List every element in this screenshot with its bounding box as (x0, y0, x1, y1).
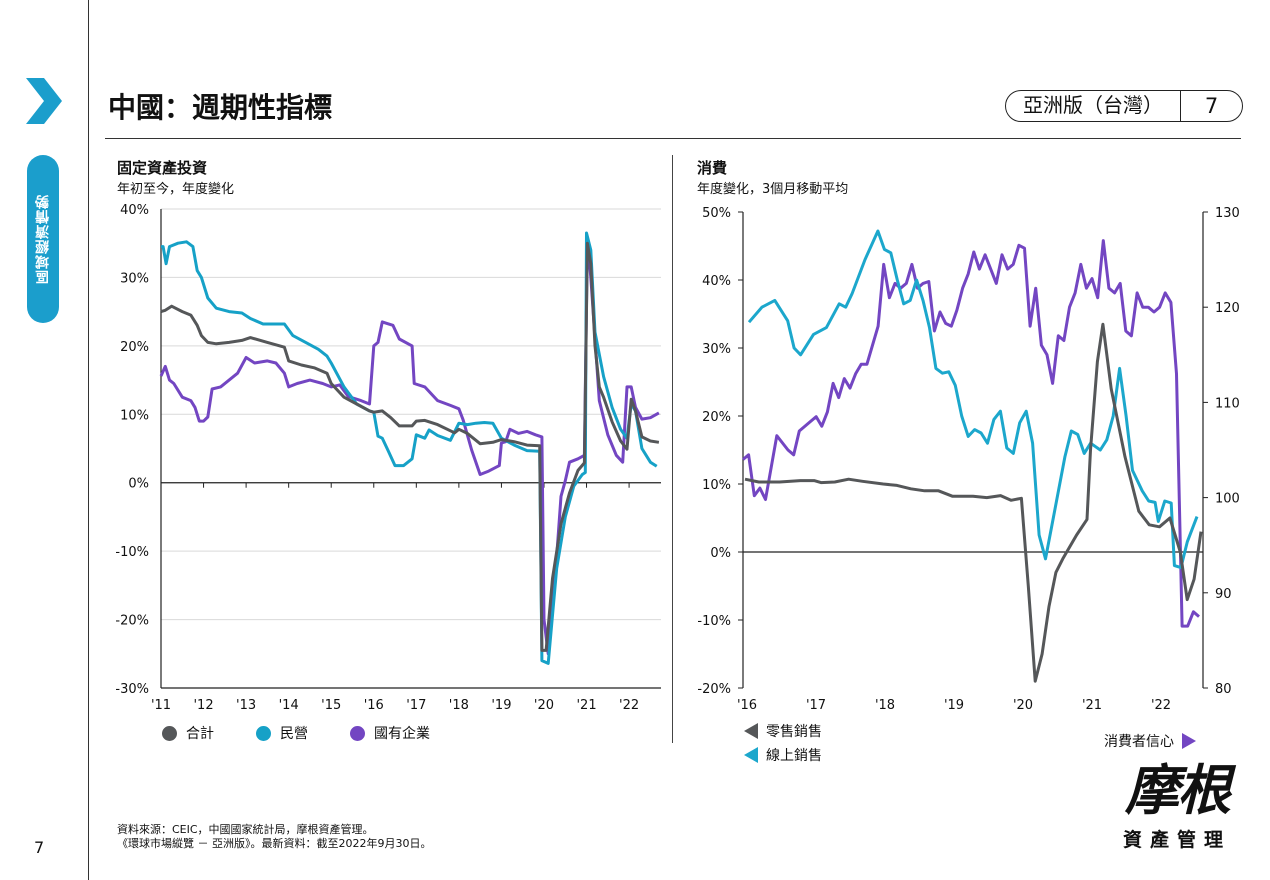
fixed-asset-investment-chart: 40% 30% 20% 10% 0% -10% -20% -30%'11 '12 '13 '14 '1… (115, 203, 661, 713)
left-chart-legend: 合計 民營 國有企業 (162, 723, 472, 743)
x-tick-label: '22 (619, 698, 639, 713)
series-line-total (160, 241, 660, 652)
legend-label-retail: 零售銷售 (766, 724, 822, 740)
legend-label-private: 民營 (280, 726, 308, 742)
x-tick-label: '16 (737, 698, 757, 713)
header-divider (105, 138, 1241, 139)
legend-label-confidence: 消費者信心 (1104, 734, 1174, 750)
footnote-source: 資料來源：CEIC，中國國家統計局，摩根資產管理。 (117, 823, 374, 836)
y-right-tick-label: 90 (1215, 587, 1232, 602)
legend-dot-soe (350, 725, 365, 741)
right-chart-title: 消費 (697, 159, 728, 177)
y-right-tick-label: 130 (1215, 206, 1240, 221)
y-tick-label: -30% (115, 682, 149, 697)
right-chart-subtitle: 年度變化，3個月移動平均 (697, 182, 849, 197)
logo-main-text: 摩根 (1125, 758, 1231, 822)
triangle-right-icon (1182, 733, 1196, 749)
footnote-guide: 《環球市場縱覽 － 亞洲版》。最新資料：截至2022年9月30日。 (117, 837, 432, 850)
x-tick-label: '18 (449, 698, 469, 713)
legend-item-private: 民營 (256, 723, 308, 743)
section-tab[interactable]: 區域經濟情勢 (27, 155, 59, 323)
y-right-tick-label: 100 (1215, 492, 1240, 507)
x-tick-label: '18 (875, 698, 895, 713)
left-chart-title: 固定資產投資 (117, 159, 208, 177)
y-tick-label: -20% (115, 614, 149, 629)
y-tick-label: 40% (120, 203, 149, 218)
y-tick-label: -20% (697, 682, 731, 697)
y-tick-label: 40% (702, 274, 731, 289)
consumption-chart: 50% 40% 30% 20% 10% 0% -10% -20% 130 120 110 100 90 8… (697, 206, 1240, 713)
y-right-tick-label: 120 (1215, 301, 1240, 316)
x-tick-label: '19 (491, 698, 511, 713)
sidebar-divider (88, 0, 89, 880)
footnote: 資料來源：CEIC，中國國家統計局，摩根資產管理。 《環球市場縱覽 － 亞洲版》… (117, 823, 431, 851)
edition-label: 亞洲版（台灣） (1006, 90, 1181, 122)
x-tick-label: '20 (1013, 698, 1033, 713)
edition-badge: 亞洲版（台灣） 7 (1005, 90, 1243, 122)
y-tick-label: -10% (115, 545, 149, 560)
y-tick-label: 20% (702, 410, 731, 425)
x-tick-label: '15 (321, 698, 341, 713)
section-tab-label: 區域經濟情勢 (35, 194, 51, 284)
y-tick-label: -10% (697, 614, 731, 629)
legend-label-online: 線上銷售 (766, 748, 822, 764)
legend-item-soe: 國有企業 (350, 723, 430, 743)
page-title: 中國：週期性指標 (108, 91, 333, 124)
page-number: 7 (34, 838, 45, 857)
legend-item-online: 線上銷售 (744, 743, 822, 767)
chevron-right-icon (26, 78, 62, 124)
y-tick-label: 0% (710, 546, 731, 561)
legend-label-soe: 國有企業 (374, 726, 430, 742)
series-line-confidence (742, 239, 1200, 628)
legend-dot-private (256, 725, 271, 741)
x-tick-label: '16 (364, 698, 384, 713)
jpmorgan-logo: 摩根 資產管理 (1112, 755, 1242, 852)
x-tick-label: '19 (944, 698, 964, 713)
x-tick-label: '17 (806, 698, 826, 713)
legend-item-total: 合計 (162, 723, 214, 743)
legend-dot-total (162, 725, 177, 741)
x-tick-label: '11 (151, 698, 171, 713)
y-tick-label: 50% (702, 206, 731, 221)
triangle-left-icon (744, 723, 758, 739)
left-chart-subtitle: 年初至今，年度變化 (117, 182, 235, 197)
series-line-retail (744, 322, 1203, 683)
y-tick-label: 10% (702, 478, 731, 493)
x-tick-label: '12 (193, 698, 213, 713)
x-tick-label: '21 (576, 698, 596, 713)
triangle-left-icon (744, 747, 758, 763)
edition-page-number: 7 (1204, 94, 1219, 118)
x-tick-label: '21 (1082, 698, 1102, 713)
y-tick-label: 10% (120, 408, 149, 423)
y-tick-label: 30% (120, 271, 149, 286)
y-tick-label: 30% (702, 342, 731, 357)
x-tick-label: '22 (1151, 698, 1171, 713)
x-tick-label: '13 (236, 698, 256, 713)
series-line-private (161, 231, 658, 665)
legend-item-confidence: 消費者信心 (1104, 731, 1196, 751)
legend-label-total: 合計 (186, 726, 214, 742)
y-tick-label: 0% (128, 477, 149, 492)
x-tick-label: '20 (534, 698, 554, 713)
legend-item-retail: 零售銷售 (744, 719, 822, 743)
x-tick-label: '17 (406, 698, 426, 713)
y-right-tick-label: 110 (1215, 396, 1240, 411)
y-right-tick-label: 80 (1215, 682, 1232, 697)
x-tick-label: '14 (279, 698, 299, 713)
series-line-online (747, 229, 1199, 570)
logo-sub-text: 資產管理 (1122, 829, 1231, 851)
chart-divider (672, 155, 673, 743)
y-tick-label: 20% (120, 340, 149, 355)
right-chart-legend: 零售銷售 線上銷售 (744, 719, 822, 767)
